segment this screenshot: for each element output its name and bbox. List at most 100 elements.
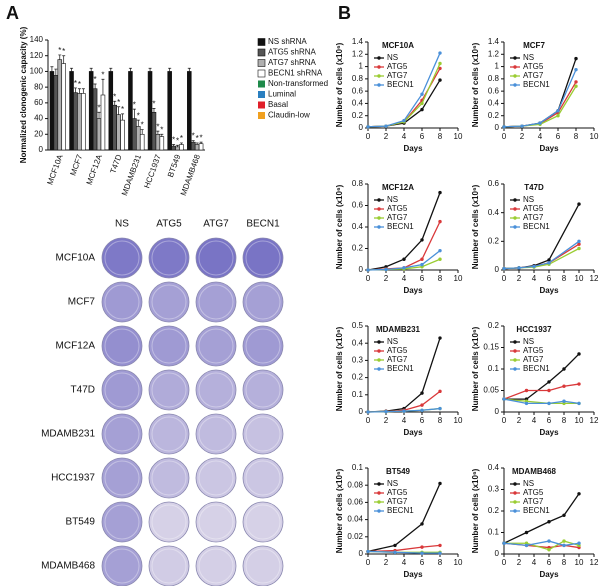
x-tick-label: 8: [438, 274, 443, 283]
x-tick-label: 4: [402, 558, 407, 567]
legend-label: ATG7: [523, 213, 544, 222]
point: [420, 391, 424, 395]
legend-label: ATG5: [387, 488, 408, 497]
x-axis-label: Days: [539, 286, 559, 295]
colony-plate: [101, 237, 143, 279]
error-bar: [128, 67, 132, 72]
legend-swatch: [257, 38, 266, 46]
bar: [155, 133, 161, 151]
y-tick-label: 0.6: [352, 201, 364, 210]
significance: *: [176, 136, 179, 145]
x-tick-label: 10: [575, 274, 584, 283]
legend-label: ATG7: [387, 71, 408, 80]
x-tick-label: 0: [502, 416, 507, 425]
legend-label: ATG5: [523, 346, 544, 355]
legend-label: ATG5: [523, 488, 544, 497]
plate-column-header: ATG5: [156, 219, 182, 230]
error-bar: [179, 142, 183, 145]
point: [538, 121, 542, 125]
legend-label: NS: [523, 195, 534, 204]
colony-plate: [242, 501, 284, 543]
x-tick-label: 8: [562, 274, 567, 283]
x-tick-label: 0: [502, 558, 507, 567]
legend-marker: [377, 358, 381, 362]
legend-swatch: [257, 48, 266, 57]
bar: [194, 144, 200, 151]
x-tick-label: 10: [454, 558, 463, 567]
y-tick-label: 0.4: [488, 463, 500, 472]
plate-row-label: T47D: [71, 385, 95, 396]
y-tick-label: 0.15: [483, 343, 499, 352]
y-axis-label: Number of cells (x10⁶): [335, 42, 344, 127]
x-axis-label: Days: [539, 570, 559, 579]
colony-plate: [195, 545, 237, 586]
colony-plate: [242, 369, 284, 411]
colony-plate: [148, 369, 190, 411]
significance: *: [78, 80, 81, 89]
x-tick-label: 8: [562, 558, 567, 567]
point: [438, 190, 442, 195]
significance: *: [62, 47, 65, 56]
error-bar: [136, 119, 140, 127]
legend-label: ATG5: [523, 62, 544, 71]
point: [574, 56, 578, 61]
y-tick-label: 0.05: [483, 386, 499, 395]
y-tick-label: 0.4: [352, 99, 364, 108]
legend-marker: [513, 198, 517, 202]
point: [366, 268, 370, 272]
point: [517, 266, 521, 270]
y-axis-label: Number of cells (x10⁶): [335, 326, 344, 411]
bar: [179, 144, 184, 151]
colony-plate: [148, 281, 190, 323]
x-tick-label: 10: [454, 416, 463, 425]
colony-plate: [101, 369, 143, 411]
point: [556, 114, 560, 118]
legend-label: Claudin-low: [268, 111, 310, 120]
y-tick-label: 0: [359, 123, 364, 132]
point: [438, 219, 442, 224]
plate-rim: [104, 460, 140, 496]
bar: [136, 126, 141, 151]
x-tick-label: MDAMB231: [120, 153, 143, 197]
significance: *: [152, 99, 155, 108]
series-line: [367, 550, 440, 554]
x-tick-label: 4: [402, 416, 407, 425]
significance: *: [74, 79, 77, 88]
legend-marker: [377, 225, 381, 229]
point: [420, 92, 424, 96]
error-bar: [199, 141, 203, 144]
point: [577, 246, 581, 251]
significance: *: [97, 103, 100, 112]
x-tick-label: 6: [420, 132, 425, 141]
y-tick-label: 100: [30, 67, 44, 76]
x-tick-label: MCF12A: [85, 153, 104, 186]
y-tick-label: 0.2: [352, 244, 364, 253]
colony-plate: [195, 457, 237, 499]
error-bar: [117, 106, 121, 115]
x-tick-label: 4: [538, 132, 543, 141]
x-tick-label: 0: [366, 274, 371, 283]
point: [574, 80, 578, 84]
y-tick-label: 0.3: [488, 485, 500, 494]
legend-marker: [513, 482, 517, 486]
x-tick-label: 0: [366, 558, 371, 567]
x-axis-label: Days: [403, 570, 423, 579]
y-tick-label: 0.1: [488, 528, 500, 537]
colony-plate: [148, 545, 190, 586]
point: [420, 551, 424, 555]
point: [547, 539, 551, 543]
legend-label: ATG7: [387, 355, 408, 364]
x-tick-label: MDAMB468: [179, 153, 202, 197]
point: [402, 257, 406, 261]
bar: [92, 88, 98, 151]
point: [524, 530, 529, 535]
legend-label: ATG7: [387, 497, 408, 506]
legend-label: BECN1: [523, 80, 550, 89]
bar: [108, 71, 114, 151]
significance: *: [113, 92, 116, 101]
x-tick-label: 0: [502, 274, 507, 283]
plate-rim: [245, 372, 281, 408]
point: [562, 384, 566, 388]
significance: *: [137, 111, 140, 120]
